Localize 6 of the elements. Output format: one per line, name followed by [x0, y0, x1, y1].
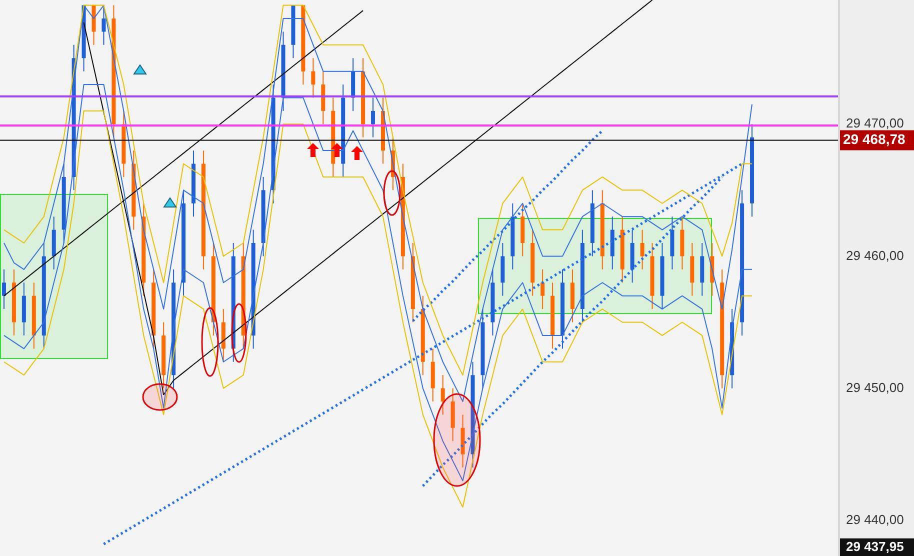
y-tick-label: 29 460,00 — [846, 248, 904, 263]
y-tick-label: 29 440,00 — [846, 512, 904, 527]
y-tick-label: 29 470,00 — [846, 116, 904, 131]
y-tick-label: 29 450,00 — [846, 380, 904, 395]
ref-line-label: 29 468,78 — [843, 131, 906, 148]
y-tick-label: 29 437,95 — [846, 538, 904, 554]
